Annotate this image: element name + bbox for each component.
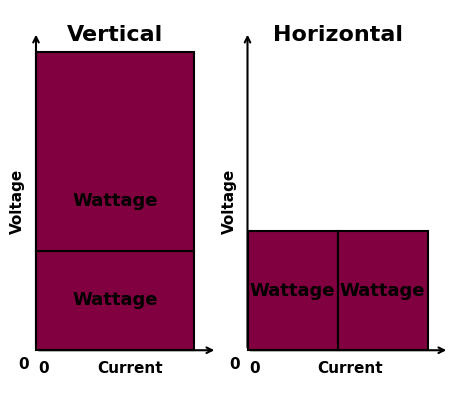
Text: Wattage: Wattage bbox=[72, 192, 158, 210]
Text: Voltage: Voltage bbox=[222, 168, 237, 234]
Text: Current: Current bbox=[98, 361, 163, 376]
Title: Horizontal: Horizontal bbox=[273, 25, 402, 45]
Text: 0: 0 bbox=[249, 361, 260, 376]
Text: 0: 0 bbox=[39, 361, 49, 376]
FancyBboxPatch shape bbox=[36, 251, 194, 350]
Text: 0: 0 bbox=[230, 357, 240, 372]
FancyBboxPatch shape bbox=[36, 52, 194, 251]
Text: Current: Current bbox=[317, 361, 383, 376]
Text: Wattage: Wattage bbox=[72, 291, 158, 310]
Text: 0: 0 bbox=[18, 357, 29, 372]
Text: Wattage: Wattage bbox=[250, 281, 335, 300]
Text: Voltage: Voltage bbox=[9, 168, 25, 234]
Title: Vertical: Vertical bbox=[67, 25, 163, 45]
Text: Wattage: Wattage bbox=[340, 281, 425, 300]
FancyBboxPatch shape bbox=[338, 231, 428, 350]
FancyBboxPatch shape bbox=[248, 231, 338, 350]
